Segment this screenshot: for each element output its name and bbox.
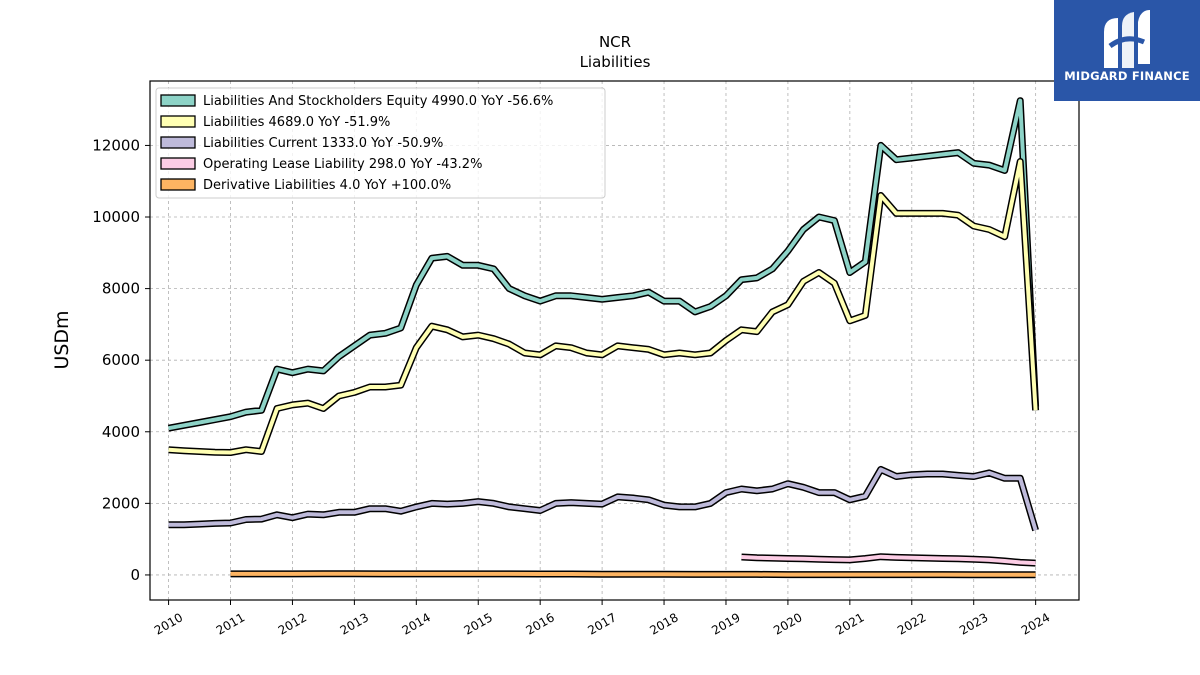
legend-entry: Liabilities Current 1333.0 YoY -50.9% [203, 136, 443, 151]
series-line [741, 554, 1036, 566]
series-operating-lease-liability [741, 553, 1036, 567]
y-tick-label: 10000 [92, 208, 140, 226]
x-tick-label: 2013 [338, 610, 371, 637]
x-tick-label: 2010 [152, 610, 185, 637]
x-tick-label: 2015 [462, 610, 495, 637]
series-line [168, 98, 1038, 431]
x-tick-label: 2021 [833, 610, 866, 637]
series-liabilities-current [168, 465, 1039, 532]
legend-box [155, 87, 606, 199]
x-tick-label: 2019 [709, 610, 742, 637]
x-tick-label: 2020 [771, 610, 804, 637]
brand-name: MIDGARD FINANCE [1064, 69, 1190, 83]
y-tick-label: 4000 [102, 423, 140, 441]
series-line [168, 159, 1038, 455]
x-tick-label: 2012 [276, 610, 309, 637]
y-axis-ticks: 0 2000 4000 6000 8000 10000 12000 [92, 136, 150, 584]
x-tick-label: 2014 [400, 610, 433, 637]
x-tick-label: 2022 [895, 610, 928, 637]
x-tick-label: 2017 [585, 610, 618, 637]
series-liabilities [168, 158, 1040, 456]
x-axis-ticks: 2010 2011 2012 2013 2014 2015 2016 2017 2018 2019… [152, 600, 1052, 638]
legend-swatch [160, 136, 196, 149]
x-tick-label: 2011 [214, 610, 247, 637]
x-tick-label: 2016 [523, 610, 556, 637]
legend-swatch [160, 94, 196, 107]
legend-swatch [160, 115, 196, 128]
x-tick-label: 2018 [647, 610, 680, 637]
legend-entry: Derivative Liabilities 4.0 YoY +100.0% [203, 178, 451, 193]
y-tick-label: 12000 [92, 136, 140, 154]
series-derivative-liabilities [230, 570, 1036, 579]
brand-logo: MIDGARD FINANCE [1054, 0, 1200, 101]
chart-subtitle: Liabilities [580, 53, 651, 71]
series-lines [167, 97, 1040, 579]
plot-frame [149, 80, 1080, 601]
y-axis-label: USDm [51, 310, 73, 369]
legend: Liabilities And Stockholders Equity 4990… [155, 87, 606, 199]
legend-entry: Liabilities 4689.0 YoY -51.9% [203, 115, 390, 130]
midgard-logo-icon [1104, 10, 1150, 68]
series-line [230, 571, 1036, 577]
legend-entry: Liabilities And Stockholders Equity 4990… [203, 94, 553, 109]
x-tick-label: 2023 [957, 610, 990, 637]
series-line [168, 467, 1038, 531]
y-tick-label: 0 [130, 566, 140, 584]
legend-entry: Operating Lease Liability 298.0 YoY -43.… [203, 157, 482, 172]
y-tick-label: 6000 [102, 351, 140, 369]
grid-lines [150, 81, 1079, 600]
legend-swatch [160, 157, 196, 170]
y-tick-label: 2000 [102, 494, 140, 512]
legend-swatch [160, 178, 196, 191]
y-tick-label: 8000 [102, 280, 140, 298]
chart-title: NCR [599, 33, 631, 51]
series-liabilities-and-stockholders-equity [167, 97, 1040, 432]
series-outline [168, 158, 1040, 456]
x-tick-label: 2024 [1019, 610, 1052, 637]
